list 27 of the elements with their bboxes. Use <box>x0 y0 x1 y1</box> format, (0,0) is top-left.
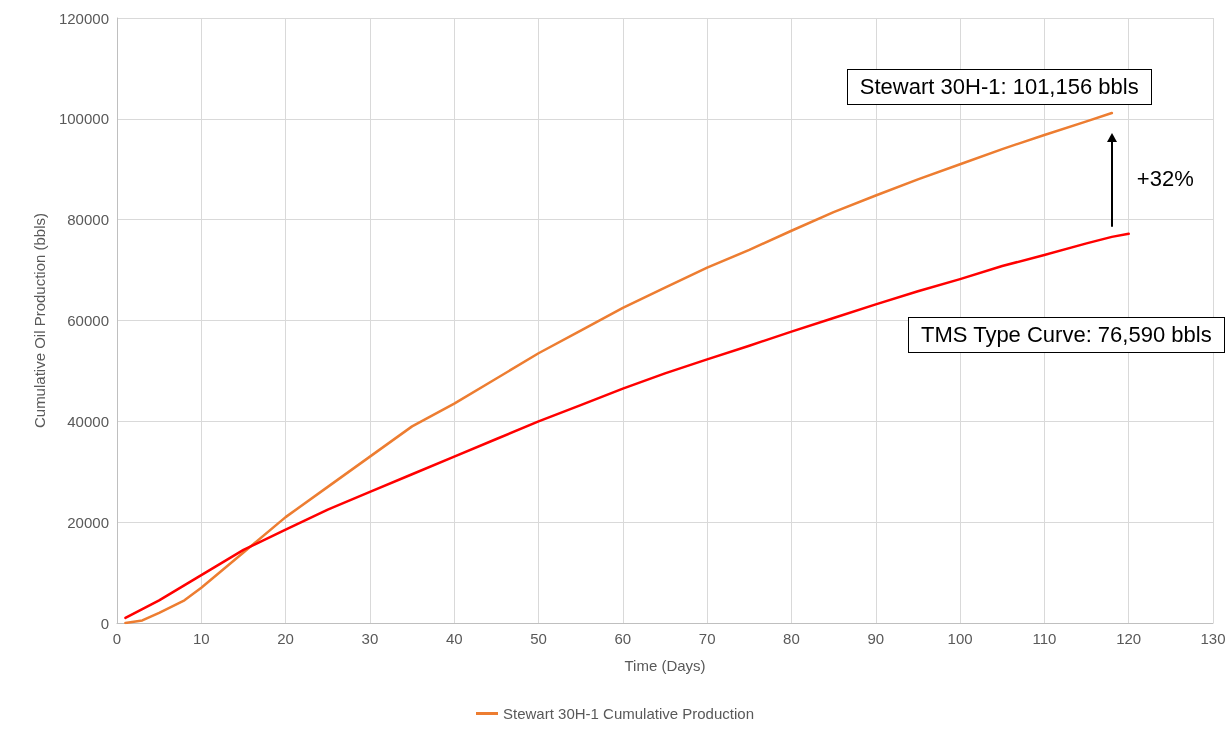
x-axis-title: Time (Days) <box>624 657 706 674</box>
x-tick-label: 10 <box>192 630 210 647</box>
x-tick-label: 110 <box>1032 630 1057 647</box>
y-tick-label: 100000 <box>58 110 109 128</box>
x-tick-label: 80 <box>783 630 800 647</box>
x-tick-label: 20 <box>277 630 294 647</box>
y-tick-label: 20000 <box>67 513 109 531</box>
x-tick-label: 0 <box>112 630 122 647</box>
y-tick-label: 60000 <box>67 312 109 329</box>
y-tick-label: 80000 <box>67 211 109 229</box>
annotation: TMS Type Curve: 76,590 bbls <box>908 316 1225 353</box>
legend-label: Stewart 30H-1 Cumulative Production <box>503 705 754 722</box>
y-tick-label: 120000 <box>58 9 109 27</box>
x-tick-label: 90 <box>867 630 885 647</box>
x-tick-label: 70 <box>698 630 716 647</box>
x-tick-label: 100 <box>947 630 973 647</box>
x-tick-label: 40 <box>445 630 463 647</box>
annotation: Stewart 30H-1: 101,156 bbls <box>846 69 1152 105</box>
annotation: +32% <box>1136 165 1194 192</box>
y-axis-title: Cumulative Oil Production (bbls) <box>31 212 48 429</box>
x-tick-label: 50 <box>530 630 547 647</box>
y-tick-label: 40000 <box>67 412 109 430</box>
x-tick-label: 120 <box>1116 630 1142 647</box>
x-tick-label: 60 <box>614 630 632 647</box>
x-tick-label: 30 <box>361 630 379 647</box>
y-tick-label: 0 <box>100 614 109 632</box>
x-tick-label: 130 <box>1200 630 1226 647</box>
